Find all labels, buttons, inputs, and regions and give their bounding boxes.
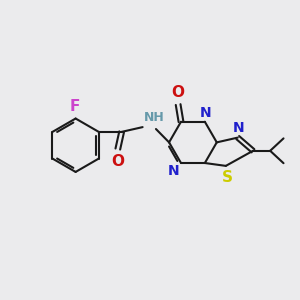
Text: N: N xyxy=(200,106,212,120)
Text: NH: NH xyxy=(144,111,164,124)
Text: O: O xyxy=(172,85,184,100)
Text: F: F xyxy=(70,99,80,114)
Text: S: S xyxy=(222,170,233,185)
Text: N: N xyxy=(233,121,244,135)
Text: O: O xyxy=(111,154,124,169)
Text: N: N xyxy=(167,164,179,178)
